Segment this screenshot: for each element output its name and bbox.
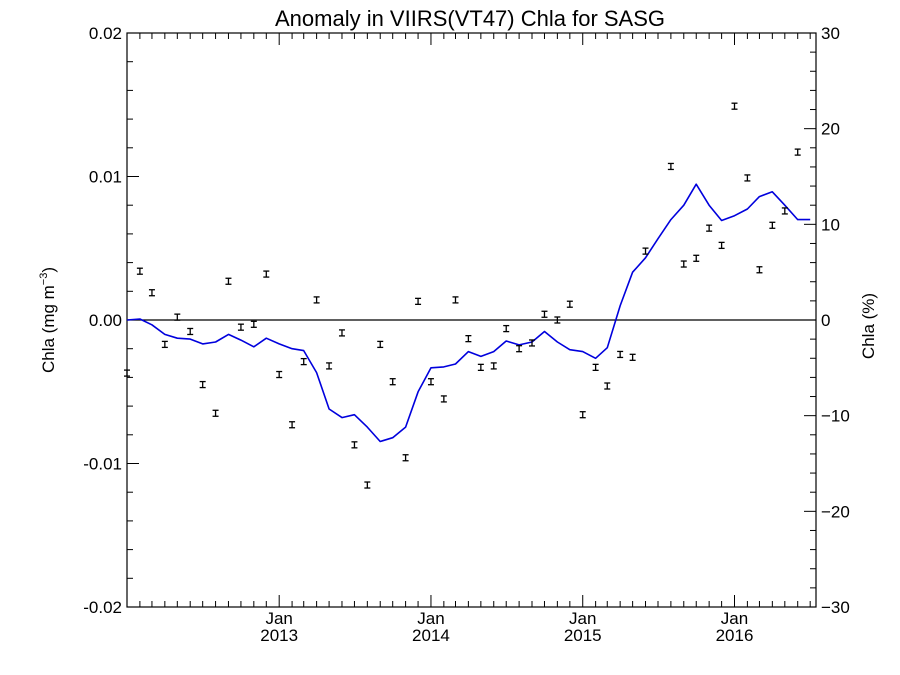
- errorbar-point: [529, 339, 536, 347]
- x-tick-month-label: Jan: [721, 609, 748, 628]
- x-tick-year-label: 2016: [716, 626, 754, 645]
- left-tick-label: -0.01: [83, 455, 122, 474]
- x-tick-month-label: Jan: [265, 609, 292, 628]
- errorbar-point: [237, 323, 244, 331]
- errorbar-point: [326, 362, 333, 370]
- errorbar-point: [693, 254, 700, 262]
- y-axis-label-left: Chla (mg m−3): [38, 267, 58, 373]
- errorbar-point: [756, 266, 763, 274]
- errorbar-point: [212, 409, 219, 417]
- left-tick-label: 0.02: [89, 24, 122, 43]
- errorbar-point: [769, 221, 776, 229]
- ylabel-left-main: Chla (mg m: [39, 285, 58, 373]
- errorbar-point: [187, 327, 194, 336]
- right-tick-label: −30: [821, 598, 850, 617]
- errorbar-point: [338, 329, 345, 337]
- ylabel-left-superscript: −3: [38, 273, 50, 286]
- errorbar-point: [440, 395, 447, 403]
- y-axis-label-right: Chla (%): [859, 293, 878, 359]
- blue-series-line: [126, 183, 811, 443]
- right-tick-label: 30: [821, 24, 840, 43]
- blue-line-series: [126, 183, 811, 443]
- errorbar-point: [300, 357, 307, 366]
- errorbar-point: [427, 378, 434, 386]
- left-tick-label: -0.02: [83, 598, 122, 617]
- errorbar-point: [276, 370, 283, 379]
- errorbar-point: [402, 454, 409, 462]
- errorbar-point: [744, 174, 751, 182]
- errorbar-point: [148, 289, 155, 297]
- errorbar-point: [516, 345, 523, 353]
- left-axis: 0.02 0.01 0.00 -0.01 -0.02: [83, 24, 139, 617]
- chart-title: Anomaly in VIIRS(VT47) Chla for SASG: [275, 6, 665, 31]
- errorbar-point: [731, 102, 738, 110]
- errorbar-point: [706, 224, 713, 232]
- errorbar-point: [718, 241, 725, 250]
- errorbar-point: [794, 148, 801, 156]
- errorbar-point: [604, 382, 611, 390]
- x-tick-month-label: Jan: [569, 609, 596, 628]
- errorbar-point: [452, 296, 459, 304]
- errorbar-point: [250, 320, 257, 328]
- x-tick-year-label: 2013: [260, 626, 298, 645]
- errorbar-point: [680, 260, 687, 268]
- errorbar-point: [415, 297, 422, 305]
- errorbar-point: [174, 313, 181, 321]
- errorbar-point: [579, 411, 586, 419]
- x-tick-year-label: 2014: [412, 626, 450, 645]
- errorbar-point: [642, 247, 649, 255]
- errorbar-point: [199, 380, 206, 389]
- right-tick-label: 20: [821, 120, 840, 139]
- errorbar-point: [225, 277, 232, 285]
- errorbar-point: [490, 362, 497, 370]
- errorbar-point: [263, 270, 270, 278]
- errorbar-point: [313, 296, 320, 304]
- errorbar-point: [667, 162, 674, 171]
- errorbar-point: [289, 421, 296, 429]
- ylabel-left-close: ): [39, 267, 58, 273]
- right-tick-label: −20: [821, 502, 850, 521]
- right-tick-label: 10: [821, 215, 840, 234]
- errorbar-point: [136, 267, 143, 275]
- x-tick-year-label: 2015: [564, 626, 602, 645]
- right-tick-label: −10: [821, 407, 850, 426]
- errorbar-point: [161, 340, 168, 349]
- errorbar-point: [477, 363, 484, 372]
- black-errorbar-series: [124, 102, 801, 489]
- left-tick-label: 0.00: [89, 311, 122, 330]
- right-tick-label: 0: [821, 311, 830, 330]
- errorbar-point: [566, 300, 573, 308]
- errorbar-point: [617, 350, 624, 359]
- errorbar-point: [781, 207, 788, 215]
- x-tick-month-label: Jan: [417, 609, 444, 628]
- errorbar-point: [465, 335, 472, 343]
- errorbar-point: [351, 441, 358, 449]
- errorbar-point: [554, 316, 561, 324]
- errorbar-point: [364, 481, 371, 489]
- errorbar-point: [541, 310, 548, 318]
- errorbar-point: [377, 340, 384, 349]
- errorbar-point: [629, 353, 636, 361]
- errorbar-point: [124, 369, 130, 377]
- errorbar-point: [389, 378, 396, 386]
- left-tick-label: 0.01: [89, 168, 122, 187]
- errorbar-point: [592, 363, 599, 372]
- errorbar-point: [503, 324, 510, 333]
